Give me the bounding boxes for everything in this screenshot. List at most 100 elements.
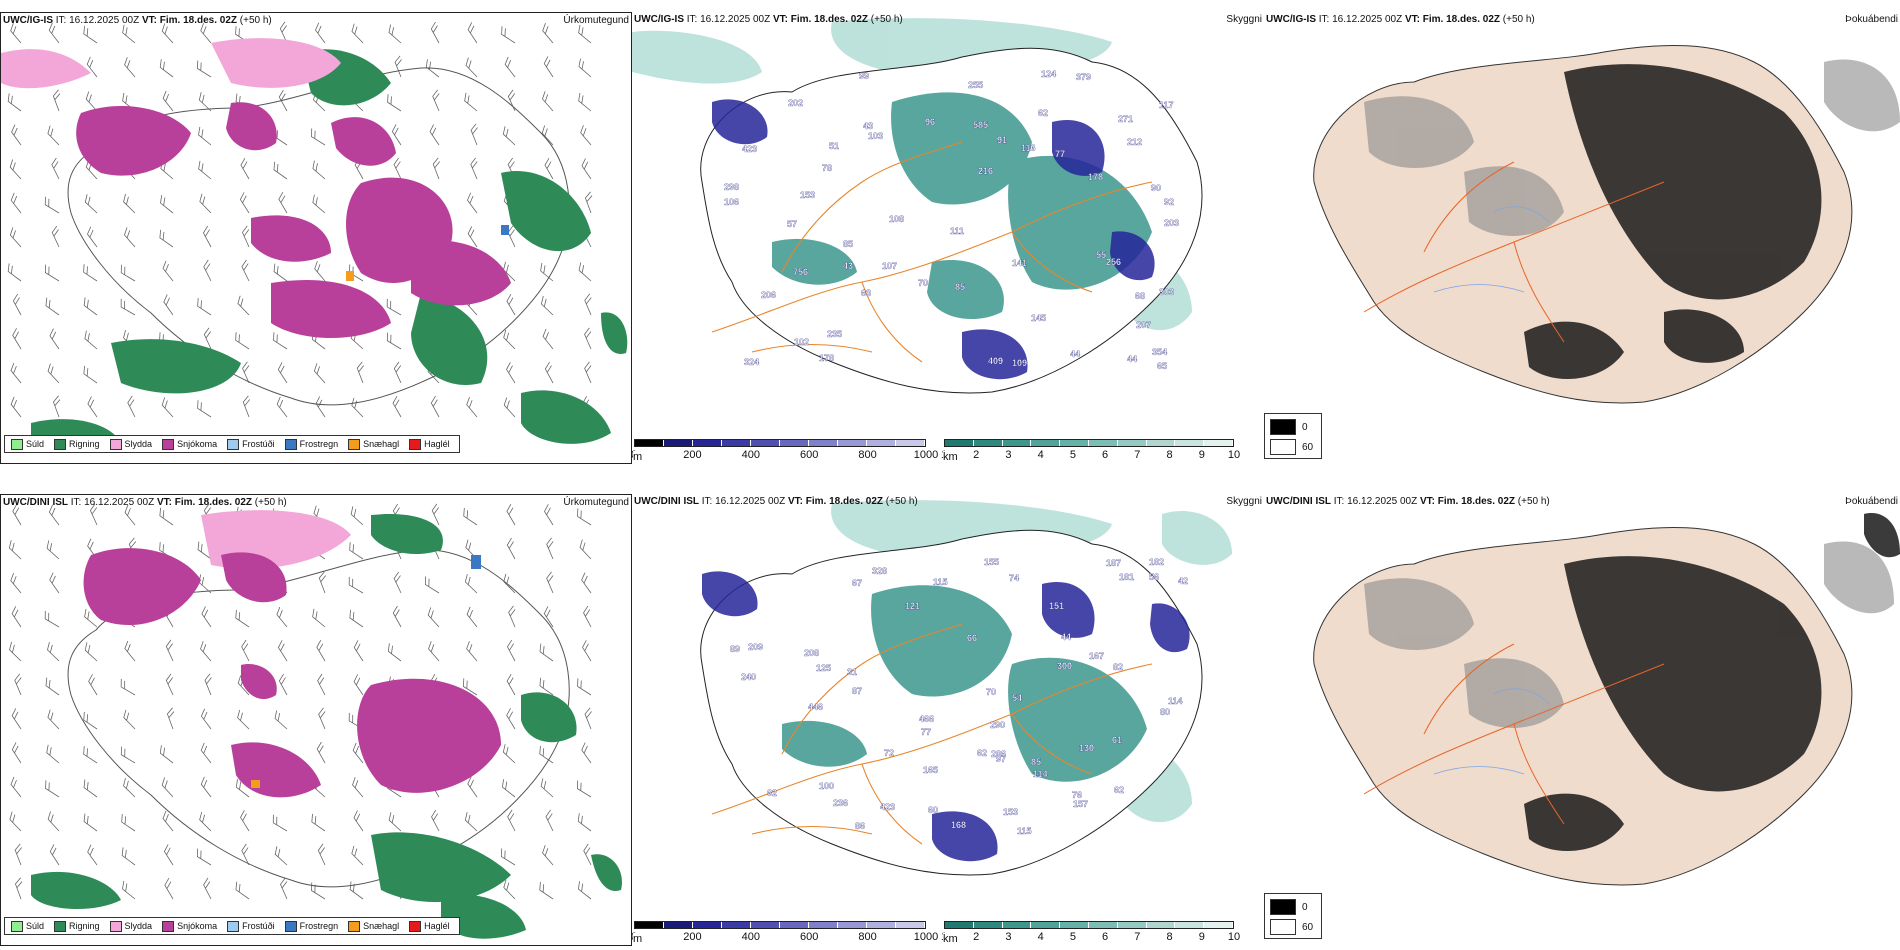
fog-legend-top: 0 60 bbox=[1264, 413, 1322, 459]
ceiling-value-label: 240 bbox=[741, 672, 756, 682]
ceiling-value-label: 121 bbox=[905, 601, 920, 611]
wind-barb bbox=[431, 809, 440, 832]
wind-barb bbox=[47, 125, 60, 146]
legend-swatch bbox=[162, 920, 175, 932]
road-network bbox=[711, 623, 1153, 845]
wind-barb bbox=[583, 605, 592, 628]
legend-swatch bbox=[227, 920, 240, 932]
wind-barb bbox=[543, 606, 554, 628]
wind-barb bbox=[83, 365, 98, 384]
ceiling-value-label: 85 bbox=[843, 239, 853, 249]
wind-barb bbox=[465, 57, 478, 78]
wind-barb bbox=[544, 157, 554, 180]
wind-barb bbox=[49, 328, 60, 350]
visibility-panel-top: UWC/IG-IS IT: 16.12.2025 00Z VT: Fim. 18… bbox=[632, 12, 1264, 464]
legend-item: Snjókoma bbox=[162, 438, 217, 450]
wind-barb bbox=[10, 776, 22, 798]
wind-barb bbox=[315, 22, 326, 44]
ceiling-value-label: 67 bbox=[852, 578, 862, 588]
ceiling-colorbar-swatch bbox=[635, 440, 664, 446]
ceiling-value-label: 43 bbox=[843, 261, 853, 271]
wind-barb bbox=[391, 124, 402, 146]
fog-legend-swatch-0 bbox=[1270, 899, 1296, 915]
ceiling-value-label: 76 bbox=[1072, 790, 1082, 800]
wind-barb bbox=[584, 191, 593, 214]
wind-barb bbox=[506, 504, 516, 526]
wind-barb bbox=[508, 605, 516, 628]
visibility-colorbar-tick-label: 3 bbox=[1005, 449, 1012, 461]
ceiling-value-label: 111 bbox=[950, 226, 964, 236]
wind-barb bbox=[10, 572, 22, 594]
wind-barb bbox=[273, 161, 288, 180]
ceiling-value-label: 57 bbox=[787, 219, 797, 229]
wind-barb bbox=[583, 843, 592, 866]
ceiling-value-label: 51 bbox=[829, 141, 839, 151]
legend-item: Haglél bbox=[409, 920, 450, 932]
wind-barb bbox=[542, 328, 554, 350]
panel-title: Þokuábendi bbox=[1845, 496, 1898, 507]
ceiling-value-label: 85 bbox=[955, 282, 965, 292]
ceiling-colorbar-tick-label: 800 bbox=[858, 449, 877, 461]
wind-barb bbox=[318, 571, 327, 594]
wind-barb bbox=[11, 606, 22, 628]
ceiling-value-label: 85 bbox=[1031, 757, 1041, 767]
wind-barb bbox=[162, 260, 174, 282]
visibility-colorbar-swatch bbox=[1146, 440, 1176, 446]
panel-title: Skyggni bbox=[1226, 496, 1262, 507]
wind-barb bbox=[159, 507, 174, 526]
ceiling-value-label: 117 bbox=[1159, 100, 1174, 110]
wind-barb bbox=[386, 332, 402, 350]
ceiling-colorbar-tick-label: 400 bbox=[741, 931, 760, 943]
ceiling-value-label: 107 bbox=[882, 261, 897, 271]
ceiling-value-label: 165 bbox=[923, 765, 938, 775]
ceiling-colorbar-tick-label: 800 bbox=[858, 931, 877, 943]
ceiling-value-label: 89 bbox=[730, 644, 740, 654]
wind-barb bbox=[163, 844, 174, 866]
wind-barb bbox=[121, 847, 136, 866]
wind-barb bbox=[83, 264, 98, 282]
ceiling-value-label: 286 bbox=[991, 749, 1006, 759]
wind-barb bbox=[165, 673, 174, 696]
wind-barb bbox=[540, 296, 554, 316]
wind-barb bbox=[159, 745, 174, 764]
ceiling-colorbar: 02004006008001000 m bbox=[632, 439, 938, 463]
ceiling-value-label: 203 bbox=[1164, 218, 1179, 228]
ceiling-value-label: 116 bbox=[1021, 143, 1036, 153]
wind-barb bbox=[546, 571, 554, 594]
low-ceiling-areas bbox=[712, 99, 1155, 380]
ceiling-colorbar-tick-label: 400 bbox=[741, 449, 760, 461]
visibility-colorbar-swatch bbox=[1117, 440, 1147, 446]
wind-barb bbox=[466, 606, 478, 628]
wind-barb bbox=[87, 226, 98, 248]
wind-barb bbox=[467, 22, 478, 44]
ceiling-value-label: 115 bbox=[1017, 826, 1032, 836]
wind-barb bbox=[432, 157, 441, 180]
wind-barb bbox=[273, 332, 288, 350]
ceiling-value-label: 209 bbox=[748, 642, 763, 652]
ceiling-value-label: 124 bbox=[1041, 69, 1056, 79]
wind-barb bbox=[353, 674, 364, 696]
ceiling-value-labels: 103 90 116 92 108 303 107 124 68 271 78 256 178 63 206… bbox=[724, 69, 1179, 371]
wind-barb bbox=[351, 397, 364, 418]
legend-item: Slydda bbox=[109, 438, 152, 450]
ceiling-value-label: 409 bbox=[988, 356, 1003, 366]
fog-grey-areas bbox=[1364, 541, 1894, 728]
wind-barb bbox=[52, 395, 61, 418]
wind-barb bbox=[198, 126, 212, 146]
wind-barb bbox=[501, 779, 516, 798]
panel-header: UWC/IG-IS IT: 16.12.2025 00Z VT: Fim. 18… bbox=[1266, 14, 1535, 25]
ceiling-value-label: 216 bbox=[978, 166, 993, 176]
wind-barb bbox=[241, 639, 250, 662]
wind-barb bbox=[10, 396, 22, 418]
wind-barb bbox=[198, 92, 212, 112]
visibility-colorbar-swatch bbox=[973, 922, 1003, 928]
wind-barb bbox=[10, 362, 22, 384]
ceiling-value-label: 145 bbox=[1031, 313, 1046, 323]
wind-barb bbox=[160, 194, 174, 214]
wind-barb bbox=[393, 571, 402, 594]
ceiling-value-label: 212 bbox=[1127, 137, 1142, 147]
wind-barb bbox=[576, 780, 592, 798]
visibility-colorbar-tick-label: 7 bbox=[1134, 449, 1141, 461]
lake-network bbox=[1433, 688, 1550, 775]
wind-barb bbox=[7, 263, 22, 282]
